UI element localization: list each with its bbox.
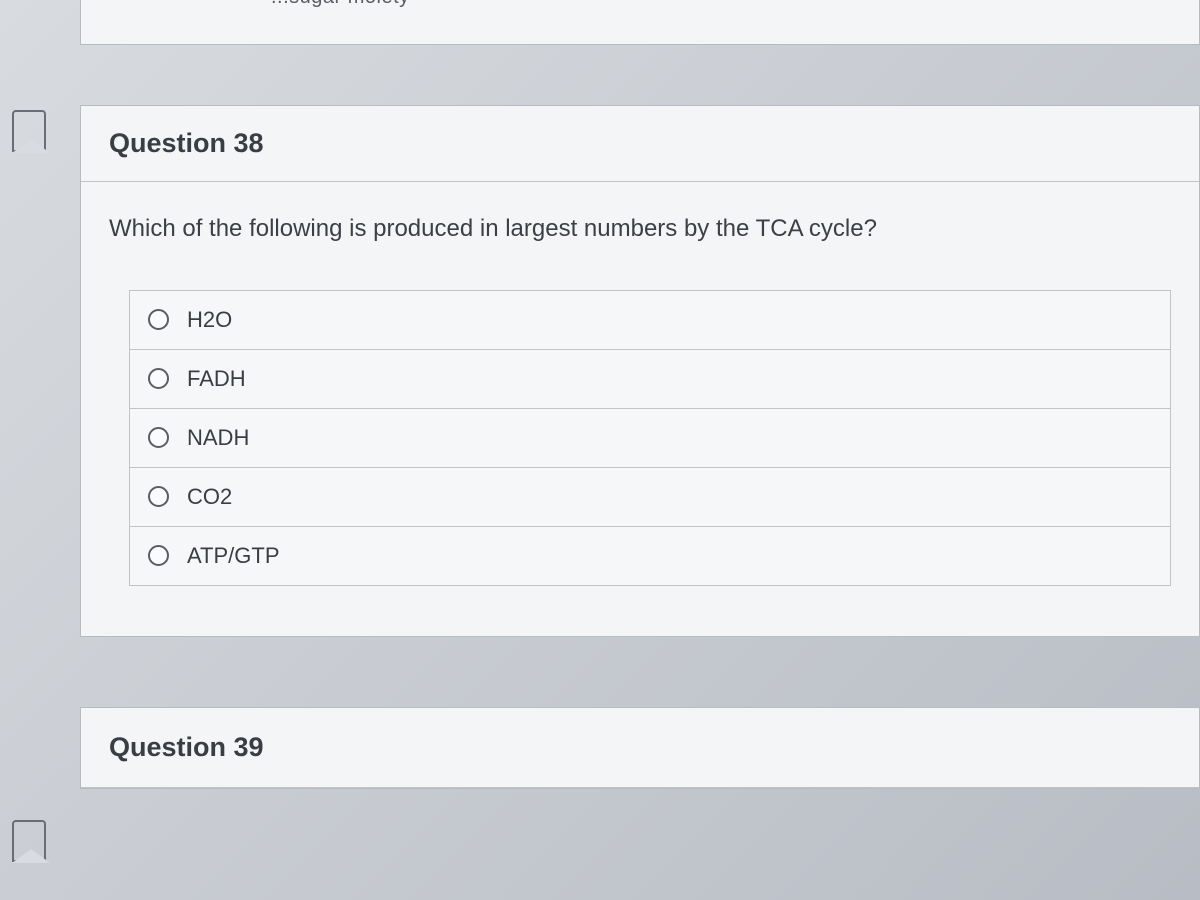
quiz-page: ...sugar moiety Question 38 Which of the… (0, 0, 1200, 789)
option-row-h2o[interactable]: H2O (130, 291, 1170, 350)
question-header: Question 39 (81, 708, 1199, 788)
option-label: ATP/GTP (187, 543, 280, 569)
option-row-co2[interactable]: CO2 (130, 468, 1170, 527)
previous-question-fragment: ...sugar moiety (80, 0, 1200, 45)
question-prompt: Which of the following is produced in la… (109, 212, 1171, 246)
bookmark-icon (12, 820, 46, 862)
radio-icon (148, 427, 169, 448)
bookmark-button-q39[interactable] (12, 820, 54, 872)
question-header: Question 38 (81, 106, 1199, 182)
bookmark-icon (12, 110, 46, 152)
bookmark-button-q38[interactable] (12, 110, 54, 162)
option-label: H2O (187, 307, 232, 333)
options-list: H2O FADH NADH CO2 ATP/GTP (129, 290, 1171, 586)
question-title: Question 38 (109, 128, 1171, 159)
option-row-nadh[interactable]: NADH (130, 409, 1170, 468)
question-body: Which of the following is produced in la… (81, 182, 1199, 636)
question-card-39: Question 39 (80, 707, 1200, 789)
radio-icon (148, 486, 169, 507)
option-label: CO2 (187, 484, 232, 510)
option-row-atp-gtp[interactable]: ATP/GTP (130, 527, 1170, 586)
option-label: FADH (187, 366, 246, 392)
radio-icon (148, 368, 169, 389)
option-row-fadh[interactable]: FADH (130, 350, 1170, 409)
radio-icon (148, 545, 169, 566)
option-label: NADH (187, 425, 249, 451)
question-title: Question 39 (109, 732, 1171, 763)
radio-icon (148, 309, 169, 330)
question-card-38: Question 38 Which of the following is pr… (80, 105, 1200, 637)
fragment-text: ...sugar moiety (271, 0, 410, 9)
